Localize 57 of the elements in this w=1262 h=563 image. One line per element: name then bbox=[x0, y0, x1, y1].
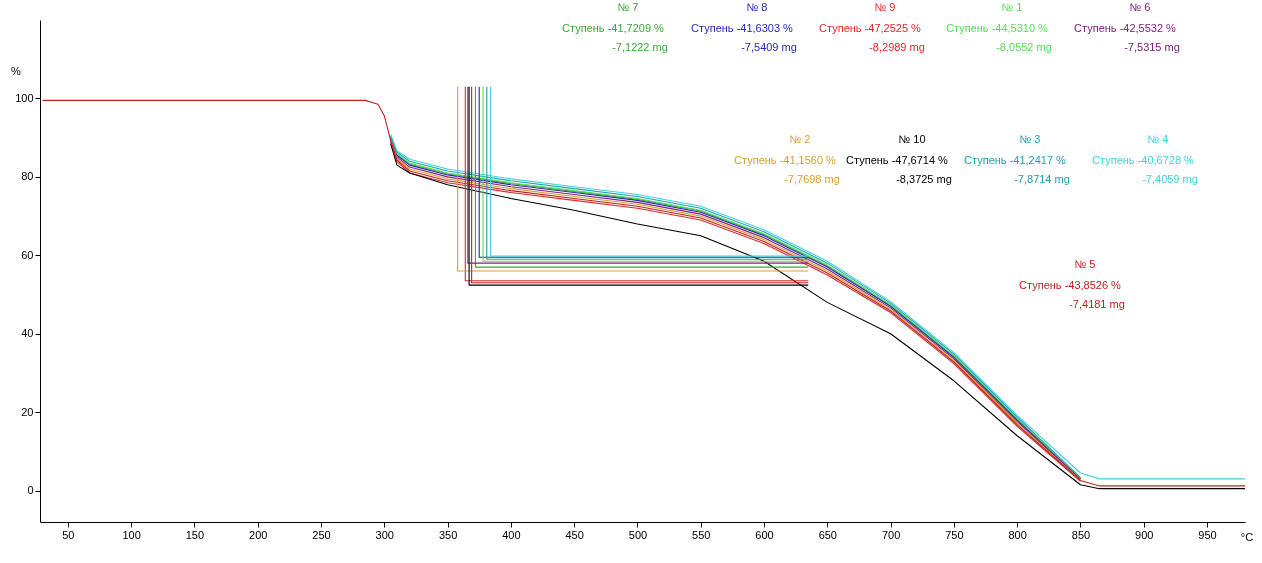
x-tick-label: 200 bbox=[249, 528, 268, 541]
annotation: -8,2989 mg bbox=[869, 41, 925, 53]
text: № 8 bbox=[746, 1, 768, 13]
x-tick-label: 750 bbox=[945, 528, 964, 541]
annotation: Ступень -44,5310 % bbox=[946, 22, 1049, 34]
x-axis-title: °C bbox=[1240, 531, 1254, 543]
annotation: -8,3725 mg bbox=[896, 173, 952, 185]
annotation: Ступень -41,2417 % bbox=[964, 154, 1067, 166]
x-tick-label: 700 bbox=[881, 528, 901, 541]
x-tick-label: 350 bbox=[438, 528, 458, 541]
y-tick-label: 100 bbox=[15, 91, 34, 104]
x-tick-label: 250 bbox=[312, 528, 331, 541]
annotation: -7,5409 mg bbox=[741, 41, 797, 53]
text: № 3 bbox=[1019, 133, 1041, 145]
annotation: Ступень -42,5532 % bbox=[1074, 22, 1177, 34]
annotation: -7,1222 mg bbox=[612, 41, 668, 53]
x-tick-label: 450 bbox=[565, 528, 584, 541]
annotation: -7,8714 mg bbox=[1014, 173, 1070, 185]
x-tick-label: 800 bbox=[1008, 528, 1027, 541]
text: № 4 bbox=[1147, 133, 1169, 145]
x-tick-label: 600 bbox=[755, 528, 774, 541]
annotation: Ступень -40,6728 % bbox=[1092, 154, 1195, 166]
y-tick-label: 80 bbox=[21, 170, 34, 183]
x-tick-label: 950 bbox=[1198, 528, 1217, 541]
x-tick-label: 500 bbox=[628, 528, 648, 541]
x-tick-label: 900 bbox=[1135, 528, 1154, 541]
annotation: -7,5315 mg bbox=[1124, 41, 1180, 53]
x-tick-label: 100 bbox=[122, 528, 141, 541]
annotation: -7,7698 mg bbox=[784, 173, 840, 185]
x-tick-label: 650 bbox=[818, 528, 837, 541]
y-axis-title: % bbox=[11, 65, 22, 77]
annotation: -7,4181 mg bbox=[1069, 298, 1125, 310]
text: № 7 bbox=[617, 1, 639, 13]
x-tick-label: 850 bbox=[1071, 528, 1091, 541]
annotation: Ступень -47,6714 % bbox=[846, 154, 949, 166]
x-tick-label: 150 bbox=[185, 528, 205, 541]
x-tick-label: 550 bbox=[692, 528, 711, 541]
x-tick-label: 400 bbox=[502, 528, 521, 541]
y-tick-label: 20 bbox=[21, 405, 34, 418]
text: № 10 bbox=[898, 133, 926, 145]
text: № 9 bbox=[874, 1, 896, 13]
annotation: -8,0552 mg bbox=[996, 41, 1052, 53]
text: № 1 bbox=[1001, 1, 1023, 13]
text: № 2 bbox=[789, 133, 811, 145]
annotation: Ступень -41,6303 % bbox=[691, 22, 794, 34]
annotation: Ступень -41,7209 % bbox=[562, 22, 665, 34]
annotation: Ступень -41,1560 % bbox=[734, 154, 837, 166]
x-tick-label: 50 bbox=[62, 528, 75, 541]
text: № 5 bbox=[1074, 258, 1096, 270]
text: № 6 bbox=[1129, 1, 1151, 13]
annotation: -7,4059 mg bbox=[1142, 173, 1198, 185]
y-tick-label: 0 bbox=[27, 484, 34, 497]
annotation: Ступень -47,2525 % bbox=[819, 22, 922, 34]
annotation: Ступень -43,8526 % bbox=[1019, 279, 1122, 291]
y-tick-label: 40 bbox=[21, 327, 34, 340]
x-tick-label: 300 bbox=[375, 528, 394, 541]
y-tick-label: 60 bbox=[21, 248, 34, 261]
